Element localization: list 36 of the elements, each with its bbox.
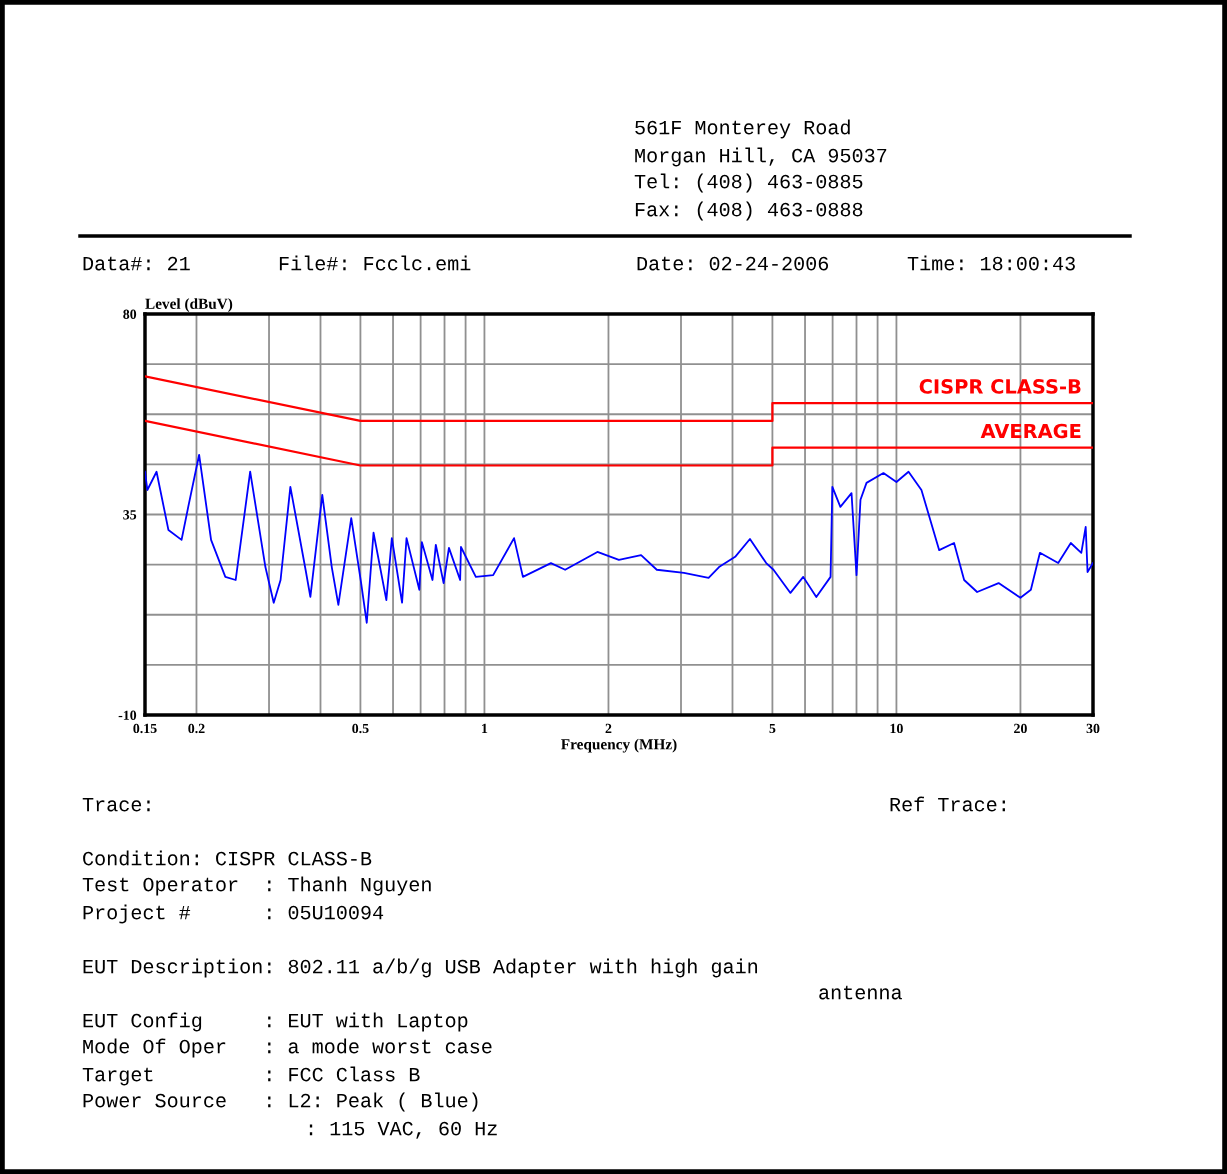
y-tick-label: 35 [123, 510, 137, 520]
text: EUT Config : EUT with Laptop [83, 1012, 468, 1032]
text: Power Source : L2: Peak ( Blue) [83, 1092, 478, 1112]
y-axis-title: Level (dBuV) [145, 298, 233, 312]
x-tick-label: 30 [1086, 723, 1100, 734]
x-tick-label: 20 [1014, 723, 1027, 734]
text: EUT Description: 802.11 a/b/g USB Adapter with high gain [83, 958, 758, 978]
x-tick-label: 0.15 [133, 723, 157, 734]
x-tick-label: 5 [769, 723, 776, 734]
x-axis-title: Frequency (MHz) [561, 738, 677, 753]
y-tick-label: 80 [123, 309, 137, 319]
text: 561F Monterey Road [635, 119, 850, 139]
text: Date: 02-24-2006 [637, 256, 829, 271]
text: Target : FCC Class B [82, 1066, 420, 1086]
text: Time: 18:00:43 [907, 255, 1075, 271]
text: antenna [819, 985, 902, 1000]
y-tick-label: -10 [118, 710, 137, 720]
x-tick-label: 0.2 [188, 723, 205, 734]
text: : 115 VAC, 60 Hz [309, 1121, 497, 1139]
text: File#: Fcclc.emi [279, 255, 471, 271]
text: Condition: CISPR CLASS-B [83, 850, 372, 866]
text: Data#: 21 [83, 256, 190, 271]
series-label: AVERAGE [980, 423, 1081, 439]
series-label: CISPR CLASS-B [919, 379, 1081, 394]
text: Test Operator : Thanh Nguyen [82, 876, 431, 896]
text: Mode Of Oper : a mode worst case [83, 1038, 492, 1058]
x-tick-label: 1 [482, 723, 488, 733]
text: Fax: (408) 463-0888 [635, 201, 863, 221]
text: Tel: (408) 463-0885 [634, 173, 863, 193]
x-tick-label: 10 [890, 723, 903, 734]
x-tick-label: 2 [605, 723, 612, 733]
text: Project # : 05U10094 [83, 904, 384, 924]
text: Trace: [82, 797, 150, 812]
text: Ref Trace: [890, 796, 1005, 812]
text: Morgan Hill, CA 95037 [635, 147, 887, 167]
x-tick-label: 0.5 [352, 723, 369, 734]
